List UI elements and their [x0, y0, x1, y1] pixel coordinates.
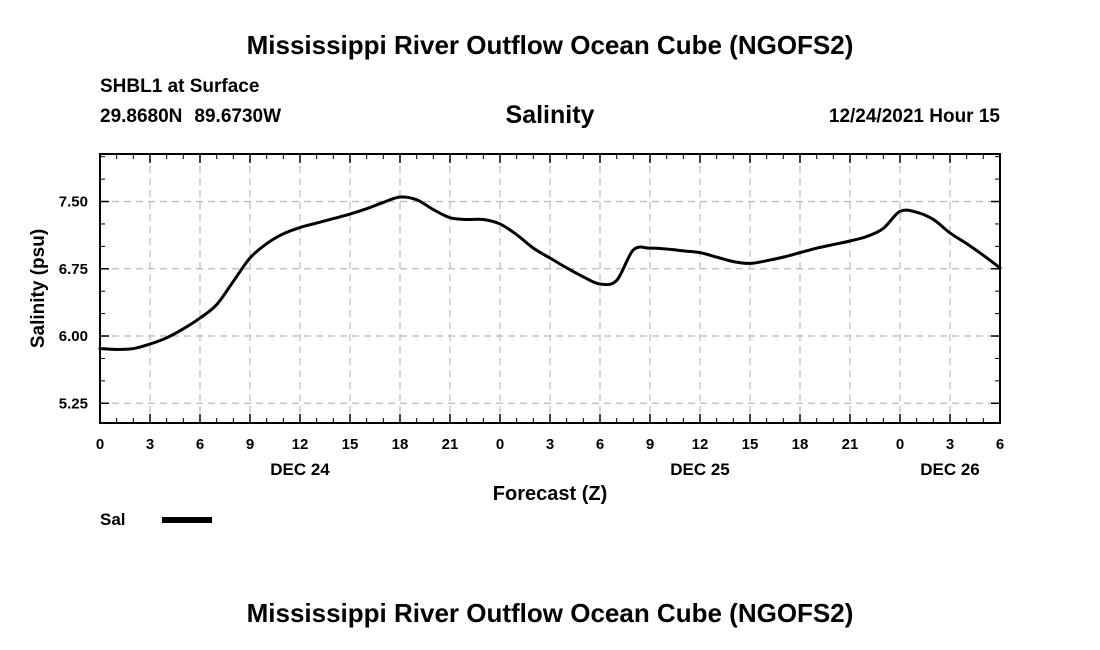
plot-frame — [99, 153, 1001, 424]
longitude-value: 89.6730W — [194, 106, 282, 127]
y-tick-label: 7.50 — [59, 194, 88, 211]
x-tick-label: 21 — [842, 436, 859, 453]
x-tick-label: 6 — [996, 436, 1004, 453]
x-tick-label: 15 — [742, 436, 759, 453]
y-tick-label: 5.25 — [59, 395, 88, 412]
x-day-label: DEC 26 — [920, 460, 980, 479]
x-tick-label: 3 — [546, 436, 554, 453]
x-tick-label: 6 — [596, 436, 604, 453]
x-tick-label: 3 — [146, 436, 154, 453]
x-tick-label: 15 — [342, 436, 359, 453]
x-tick-label: 21 — [442, 436, 459, 453]
page-title: Mississippi River Outflow Ocean Cube (NG… — [246, 30, 854, 60]
x-day-label: DEC 24 — [270, 460, 330, 479]
y-axis-title: Salinity (psu) — [28, 229, 49, 348]
station-coordinates: 29.8680N 89.6730W — [100, 106, 281, 128]
x-day-label: DEC 25 — [670, 460, 730, 479]
x-axis-title: Forecast (Z) — [493, 483, 607, 505]
latitude-value: 29.8680N — [100, 106, 183, 127]
x-tick-label: 9 — [646, 436, 654, 453]
legend-label: Sal — [100, 510, 126, 529]
x-tick-label: 0 — [496, 436, 504, 453]
legend-line-swatch — [162, 517, 212, 523]
x-tick-label: 3 — [946, 436, 954, 453]
x-tick-label: 9 — [246, 436, 254, 453]
x-tick-label: 12 — [692, 436, 709, 453]
forecast-datestamp: 12/24/2021 Hour 15 — [828, 106, 1000, 127]
x-tick-label: 0 — [96, 436, 104, 453]
y-tick-label: 6.00 — [59, 328, 88, 345]
variable-title: Salinity — [505, 101, 595, 129]
y-tick-label: 6.75 — [59, 261, 88, 278]
x-tick-label: 12 — [292, 436, 309, 453]
series-line-sal — [98, 195, 1002, 351]
station-label: SHBL1 at Surface — [100, 76, 260, 97]
x-tick-label: 18 — [792, 436, 809, 453]
axis-tick-labels: 0 3 6 9 12 15 18 21 0 3 6 9 12 15 18 21 0 3 6 DEC 24 DEC 25 D… — [59, 194, 1004, 479]
x-tick-label: 6 — [196, 436, 204, 453]
grid-lines — [100, 154, 1000, 423]
series-layer — [98, 195, 1002, 351]
x-tick-label: 18 — [392, 436, 409, 453]
footer-title: Mississippi River Outflow Ocean Cube (NG… — [246, 598, 854, 628]
x-tick-label: 0 — [896, 436, 904, 453]
